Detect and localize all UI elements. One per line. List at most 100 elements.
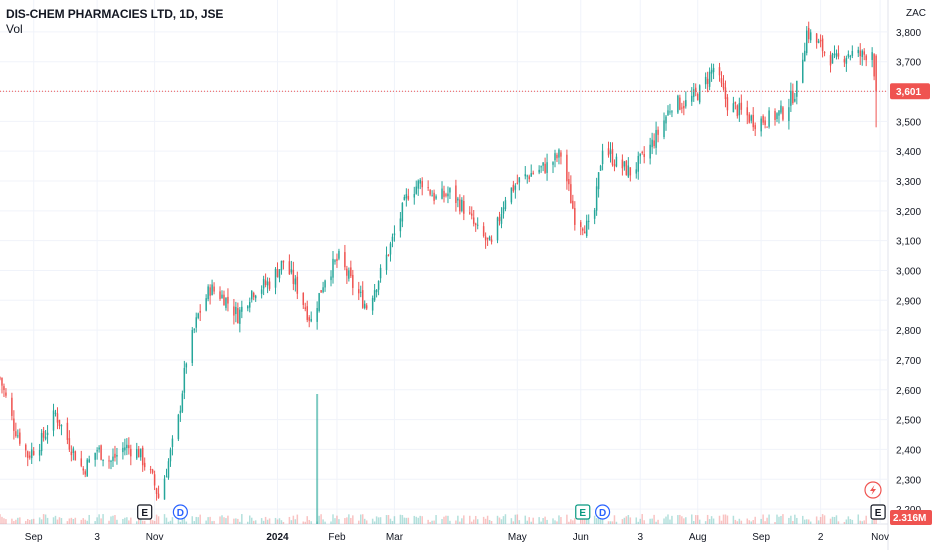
volume-bar xyxy=(572,520,574,524)
event-marker-label[interactable]: D xyxy=(177,508,184,519)
volume-bar xyxy=(732,515,735,524)
volume-label[interactable]: Vol xyxy=(6,22,23,36)
candle-body xyxy=(546,162,548,173)
candle-body xyxy=(441,188,443,199)
volume-bar xyxy=(623,517,626,524)
volume-bar xyxy=(722,514,725,524)
earnings-marker[interactable] xyxy=(575,504,591,520)
candle-body xyxy=(582,228,584,231)
candle-body xyxy=(102,459,104,461)
dividend-marker[interactable] xyxy=(172,504,188,520)
candle-body xyxy=(552,162,554,165)
candle-body xyxy=(734,101,737,104)
volume-bar xyxy=(726,515,729,524)
candle-body xyxy=(221,294,223,299)
volume-bar xyxy=(181,517,184,524)
volume-bar xyxy=(260,518,263,524)
candle-body xyxy=(587,220,590,222)
volume-bar xyxy=(865,515,867,524)
volume-bar xyxy=(802,515,804,524)
volume-bar xyxy=(213,520,215,524)
earnings-marker[interactable] xyxy=(137,504,153,520)
volume-bar xyxy=(847,516,850,524)
volume-bar xyxy=(720,520,723,524)
volume-bar xyxy=(302,521,305,524)
candle-body xyxy=(421,181,423,188)
candle-body xyxy=(415,186,417,194)
volume-bar xyxy=(1,516,3,524)
candle-body xyxy=(677,95,679,113)
candle-body xyxy=(52,410,55,431)
candle-body xyxy=(474,223,477,225)
candle-body xyxy=(593,210,596,219)
candle-body xyxy=(191,330,194,363)
candle-body xyxy=(847,54,850,57)
candle-body xyxy=(294,278,297,285)
volume-bar xyxy=(649,518,651,524)
candle-body xyxy=(58,419,61,426)
volume-bar xyxy=(250,517,253,524)
candle-body xyxy=(833,53,836,55)
volume-bar xyxy=(399,514,402,524)
event-marker-label[interactable]: E xyxy=(875,508,882,519)
candle-body xyxy=(163,478,166,500)
candle-body xyxy=(558,149,560,158)
volume-bar xyxy=(84,519,86,524)
candle-body xyxy=(669,111,671,113)
volume-bar xyxy=(417,517,419,524)
symbol-title[interactable]: DIS-CHEM PHARMACIES LTD, 1D, JSE xyxy=(6,7,224,21)
volume-bar xyxy=(375,516,378,524)
volume-bar xyxy=(613,515,616,524)
currency-label[interactable]: ZAC xyxy=(906,8,926,19)
candle-body xyxy=(512,184,515,192)
event-marker-label[interactable]: E xyxy=(141,508,148,519)
dividend-marker[interactable] xyxy=(594,504,611,520)
event-marker-label[interactable]: E xyxy=(579,508,586,519)
volume-bar xyxy=(227,515,229,524)
candle-body xyxy=(817,41,820,44)
volume-bar xyxy=(752,520,754,524)
candle-body xyxy=(322,287,324,293)
volume-bar xyxy=(191,516,194,524)
volume-bar xyxy=(153,521,156,524)
volume-bar xyxy=(611,521,614,524)
earnings-marker[interactable] xyxy=(870,504,886,520)
volume-bar xyxy=(484,518,487,524)
candle-body xyxy=(310,318,312,322)
candle-body xyxy=(0,377,1,379)
volume-bar xyxy=(851,519,854,524)
candle-body xyxy=(237,308,239,324)
candle-body xyxy=(635,169,638,174)
volume-bar xyxy=(96,517,98,524)
volume-bar xyxy=(219,516,221,524)
candle-body xyxy=(599,165,602,171)
volume-bar xyxy=(361,514,364,524)
candle-body xyxy=(138,448,140,458)
volume-bar xyxy=(177,517,180,524)
candle-body xyxy=(663,120,665,138)
candle-body xyxy=(649,144,651,159)
volume-bar xyxy=(435,515,437,524)
candle-body xyxy=(247,306,249,309)
volume-bar xyxy=(556,521,558,524)
volume-bar xyxy=(419,515,421,524)
volume-bar xyxy=(377,517,380,524)
volume-bar xyxy=(861,521,863,524)
candle-body xyxy=(792,90,794,104)
event-marker-label[interactable]: D xyxy=(599,508,606,519)
volume-bar xyxy=(663,518,665,524)
candle-body xyxy=(679,97,681,110)
candle-body xyxy=(401,202,404,222)
volume-bar xyxy=(249,515,251,524)
candle-body xyxy=(72,448,75,453)
volume-bar xyxy=(288,516,291,524)
candle-body xyxy=(86,459,88,477)
volume-bar xyxy=(421,516,423,524)
volume-bar xyxy=(593,515,596,524)
volume-bar xyxy=(38,517,41,524)
candle-body xyxy=(708,71,711,87)
candle-body xyxy=(623,161,626,167)
volume-bar xyxy=(308,519,310,524)
